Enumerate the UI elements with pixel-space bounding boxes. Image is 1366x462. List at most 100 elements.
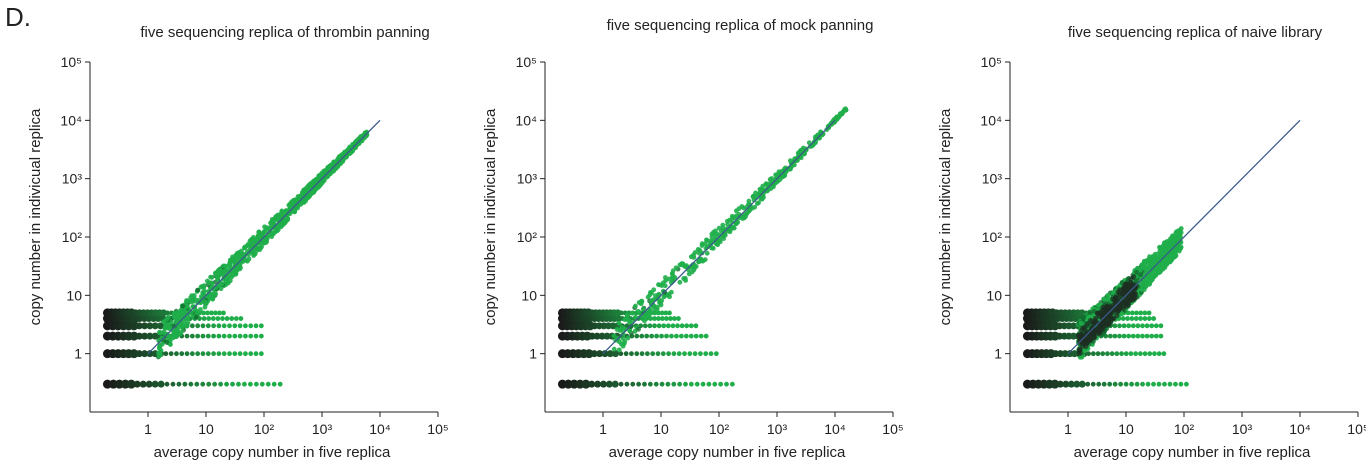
y-axis-label: copy number in indivicual replica bbox=[482, 108, 499, 325]
data-point bbox=[671, 351, 677, 357]
data-point bbox=[216, 333, 222, 339]
data-point bbox=[1167, 381, 1173, 387]
data-point bbox=[1177, 234, 1183, 240]
data-point bbox=[168, 342, 173, 347]
fit-line bbox=[1067, 119, 1301, 355]
data-point bbox=[1100, 351, 1106, 357]
data-point bbox=[1161, 264, 1166, 270]
data-point bbox=[135, 350, 143, 358]
data-point bbox=[214, 271, 220, 277]
data-point bbox=[664, 333, 669, 339]
data-point bbox=[669, 333, 674, 339]
data-point bbox=[661, 323, 667, 329]
y-tick-label: 10² bbox=[62, 229, 83, 245]
data-point bbox=[686, 271, 692, 277]
data-point bbox=[1133, 351, 1139, 357]
data-point bbox=[243, 333, 248, 339]
data-point bbox=[1090, 351, 1096, 357]
x-tick-label: 10 bbox=[653, 421, 669, 437]
data-point bbox=[632, 328, 638, 334]
data-point bbox=[282, 220, 288, 226]
data-point bbox=[253, 351, 259, 357]
data-point bbox=[713, 233, 719, 239]
data-point bbox=[1105, 351, 1110, 357]
data-point bbox=[200, 351, 206, 357]
data-point bbox=[633, 303, 638, 309]
data-point bbox=[179, 322, 185, 328]
data-point bbox=[1153, 333, 1159, 339]
data-point bbox=[302, 187, 308, 192]
data-point bbox=[232, 351, 238, 357]
data-point bbox=[221, 263, 226, 269]
data-point bbox=[1131, 295, 1137, 301]
data-point bbox=[1117, 323, 1122, 329]
data-point bbox=[188, 381, 194, 387]
data-point bbox=[1089, 331, 1095, 337]
data-point bbox=[270, 220, 276, 226]
data-point bbox=[677, 381, 683, 387]
data-point bbox=[157, 330, 163, 336]
data-point bbox=[248, 333, 254, 339]
data-point bbox=[678, 262, 684, 268]
data-point bbox=[195, 351, 201, 357]
data-point bbox=[206, 381, 212, 387]
data-point bbox=[1134, 269, 1139, 275]
data-point bbox=[159, 341, 165, 347]
data-point bbox=[605, 380, 613, 388]
x-axis-label: average copy number in five replica bbox=[1074, 444, 1311, 461]
data-point bbox=[642, 381, 647, 387]
data-point bbox=[243, 323, 248, 329]
data-point bbox=[733, 221, 739, 226]
data-point bbox=[157, 350, 163, 356]
data-point bbox=[1161, 351, 1167, 357]
x-tick-label: 10 bbox=[198, 421, 214, 437]
data-point bbox=[174, 351, 179, 357]
data-point bbox=[182, 309, 188, 315]
x-tick-label: 1 bbox=[1064, 421, 1072, 437]
data-point bbox=[660, 316, 665, 321]
x-axis-label: average copy number in five replica bbox=[609, 444, 846, 461]
data-point bbox=[1147, 351, 1153, 357]
data-point bbox=[1138, 310, 1144, 316]
data-point bbox=[675, 323, 680, 329]
data-point bbox=[165, 310, 170, 316]
data-point bbox=[662, 275, 668, 280]
data-point bbox=[1137, 351, 1143, 357]
data-point bbox=[1125, 296, 1131, 302]
y-axis-label: copy number in indivicual replica bbox=[27, 108, 44, 325]
data-point bbox=[1142, 351, 1148, 357]
data-point bbox=[710, 245, 716, 251]
data-point bbox=[206, 316, 212, 321]
data-point bbox=[197, 307, 203, 312]
data-point bbox=[644, 351, 650, 357]
data-point bbox=[698, 351, 703, 357]
data-point bbox=[1157, 244, 1162, 250]
data-point bbox=[193, 314, 199, 320]
data-point bbox=[248, 323, 254, 329]
data-point bbox=[237, 333, 243, 339]
data-point bbox=[201, 316, 207, 321]
y-tick-label: 1 bbox=[529, 346, 537, 362]
data-point bbox=[1134, 381, 1140, 387]
data-point bbox=[752, 204, 758, 210]
data-point bbox=[198, 284, 204, 290]
data-point bbox=[141, 350, 149, 358]
data-point bbox=[753, 190, 758, 196]
data-point bbox=[688, 381, 694, 387]
data-point bbox=[227, 257, 233, 263]
data-point bbox=[647, 323, 653, 329]
data-point bbox=[698, 256, 704, 262]
data-point bbox=[596, 350, 604, 358]
data-point bbox=[696, 250, 702, 256]
data-point bbox=[718, 381, 724, 387]
y-axis-label: copy number in indivicual replica bbox=[937, 108, 954, 325]
data-point bbox=[650, 351, 656, 357]
data-point bbox=[797, 148, 803, 154]
data-point bbox=[623, 351, 629, 357]
scatter-points bbox=[1022, 226, 1189, 389]
data-point bbox=[200, 333, 206, 339]
data-point bbox=[1078, 380, 1086, 388]
data-point bbox=[724, 218, 730, 224]
data-point bbox=[221, 323, 227, 329]
data-point bbox=[1137, 267, 1143, 273]
